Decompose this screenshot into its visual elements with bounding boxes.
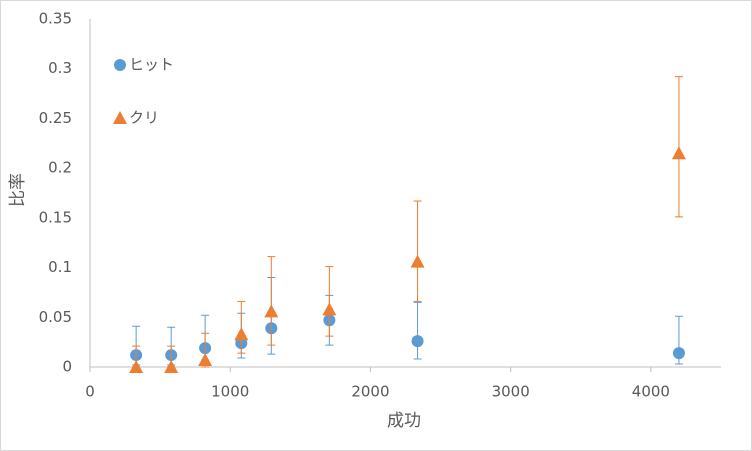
point: [164, 360, 179, 373]
y-tick-label: 0.1: [48, 258, 72, 276]
point: [322, 302, 337, 316]
y-tick-label: 0.15: [39, 208, 72, 226]
point: [671, 146, 686, 160]
point: [129, 360, 144, 373]
legend-label: クリ: [129, 109, 159, 127]
y-tick-label: 0.35: [39, 10, 72, 28]
error-bar: [267, 256, 276, 346]
x-tick-label: 0: [85, 383, 95, 401]
point: [410, 254, 425, 268]
x-axis-title: 成功: [387, 411, 421, 431]
legend-marker: [114, 59, 126, 71]
x-tick-label: 3000: [492, 383, 530, 401]
error-bar: [413, 200, 422, 302]
x-tick-label: 1000: [211, 383, 249, 401]
y-tick-label: 0.05: [39, 308, 72, 326]
y-tick-label: 0.2: [48, 159, 72, 177]
error-bar: [413, 301, 422, 360]
legend-marker: [113, 111, 127, 124]
error-bar: [325, 266, 334, 337]
y-tick-label: 0: [62, 358, 72, 376]
point: [672, 347, 685, 360]
y-axis-title: 比率: [8, 173, 28, 207]
point: [411, 335, 424, 348]
x-tick-label: 4000: [632, 383, 670, 401]
point: [264, 304, 279, 318]
x-tick-label: 2000: [351, 383, 389, 401]
point: [234, 327, 249, 341]
y-tick-label: 0.25: [39, 109, 72, 127]
y-tick-label: 0.3: [48, 59, 72, 77]
point: [198, 353, 213, 367]
legend-label: ヒット: [129, 56, 174, 74]
